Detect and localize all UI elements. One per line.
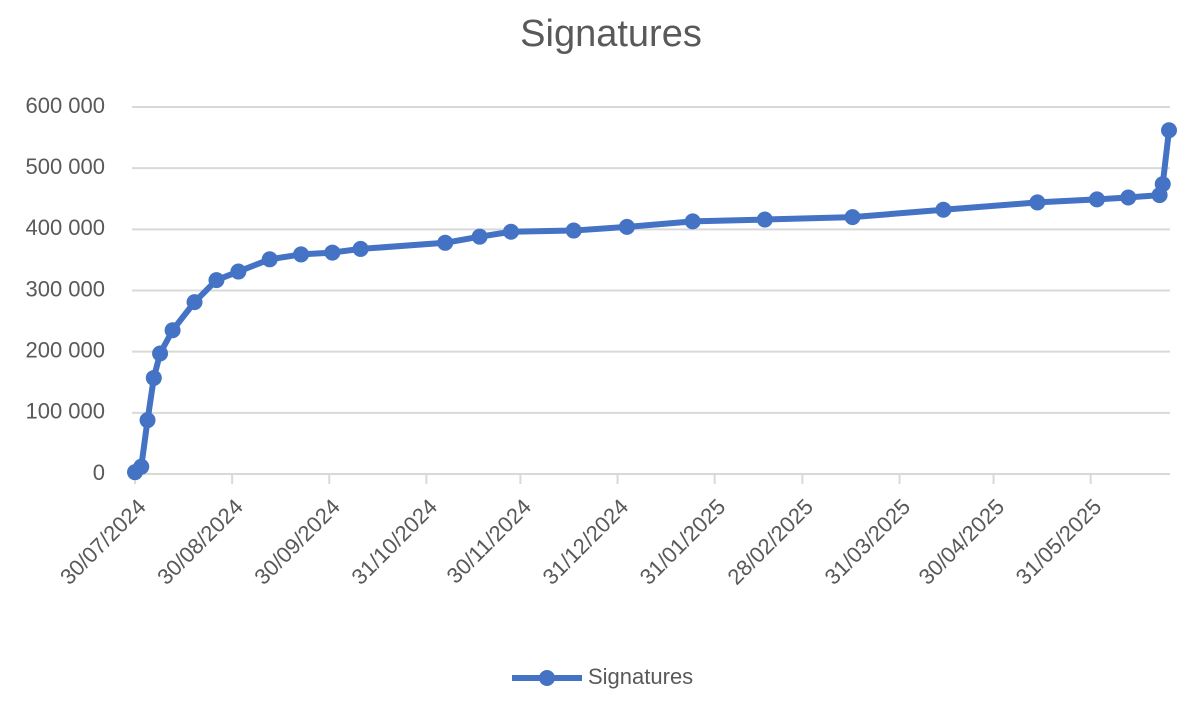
x-tick-label: 31/10/2024	[347, 494, 443, 590]
point	[139, 412, 156, 429]
x-tick-label: 30/09/2024	[249, 494, 345, 590]
y-tick-label: 500 000	[25, 154, 105, 179]
x-tick-label: 31/05/2025	[1011, 494, 1107, 590]
point	[1154, 176, 1171, 193]
point	[618, 218, 635, 235]
x-tick-label: 30/04/2025	[914, 494, 1010, 590]
x-tick-label: 28/02/2025	[723, 494, 819, 590]
point	[565, 222, 582, 239]
x-tick-label: 31/12/2024	[538, 494, 634, 590]
series-line	[133, 129, 1172, 475]
x-tick-label: 31/01/2025	[635, 494, 731, 590]
point	[503, 223, 519, 240]
point	[471, 228, 488, 245]
point	[844, 209, 861, 226]
point	[352, 240, 369, 257]
point	[208, 272, 225, 289]
point	[145, 369, 162, 386]
x-tick-label: 30/08/2024	[152, 494, 248, 590]
point	[133, 458, 150, 475]
point	[935, 201, 952, 218]
point	[164, 322, 181, 339]
y-tick-label: 0	[93, 460, 105, 485]
point	[1029, 194, 1046, 211]
y-tick-label: 100 000	[25, 399, 105, 424]
y-tick-label: 400 000	[25, 215, 105, 240]
point	[324, 244, 341, 261]
point	[1161, 122, 1177, 139]
legend-label: Signatures	[588, 664, 693, 689]
y-tick-label: 300 000	[25, 276, 105, 301]
x-tick-label: 31/03/2025	[820, 494, 916, 590]
point	[186, 294, 203, 311]
x-tick-label: 30/11/2024	[442, 494, 536, 588]
point	[684, 213, 701, 230]
point	[1120, 189, 1137, 206]
point	[152, 345, 169, 362]
point	[437, 234, 454, 251]
point	[756, 211, 773, 228]
point	[1088, 191, 1105, 208]
point	[230, 263, 247, 280]
y-tick-label: 200 000	[25, 337, 105, 362]
y-tick-label: 600 000	[25, 93, 105, 118]
x-tick-label: 30/07/2024	[55, 494, 151, 590]
point	[293, 246, 310, 263]
chart-title: Signatures	[520, 13, 702, 55]
point	[261, 251, 278, 268]
legend-marker	[539, 670, 555, 686]
